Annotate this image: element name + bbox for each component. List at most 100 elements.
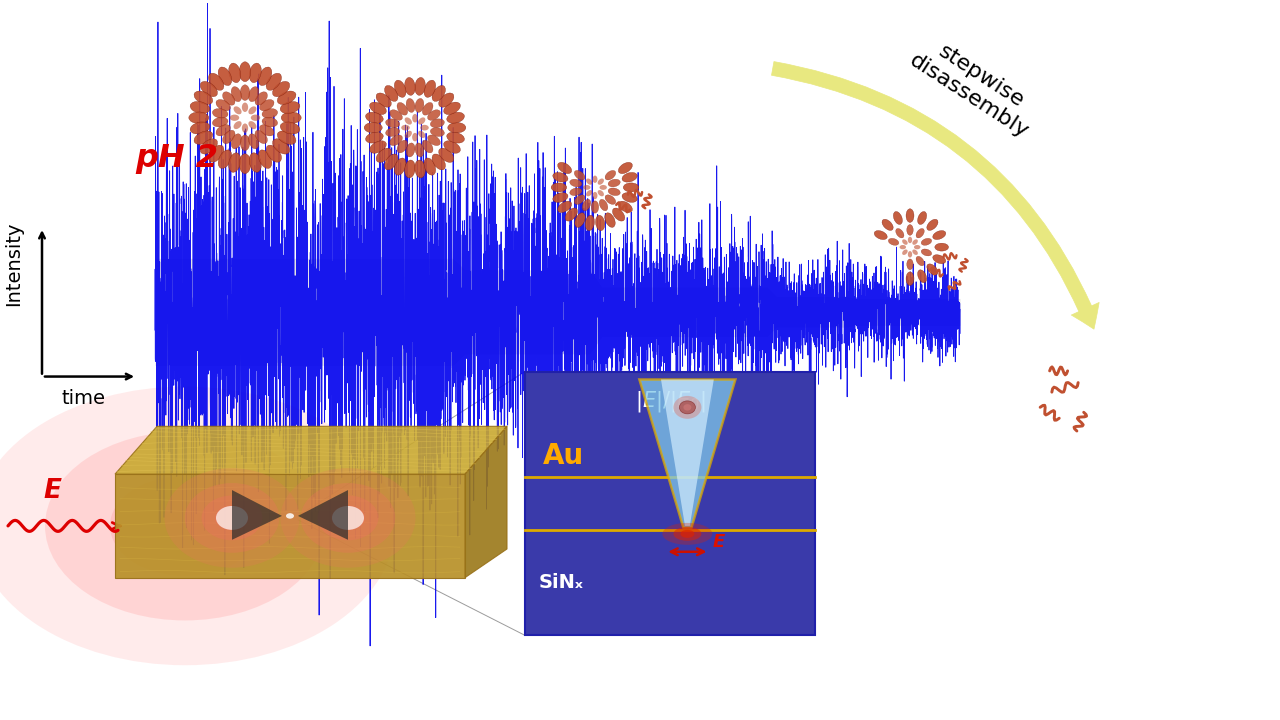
- Ellipse shape: [209, 73, 224, 90]
- Ellipse shape: [613, 208, 625, 221]
- Ellipse shape: [239, 154, 251, 174]
- Ellipse shape: [248, 86, 259, 102]
- Ellipse shape: [332, 505, 365, 531]
- Ellipse shape: [241, 85, 250, 101]
- Ellipse shape: [384, 154, 398, 170]
- Ellipse shape: [401, 125, 410, 130]
- Ellipse shape: [605, 171, 616, 180]
- FancyBboxPatch shape: [525, 372, 815, 635]
- Ellipse shape: [908, 237, 913, 243]
- Ellipse shape: [280, 122, 300, 134]
- Ellipse shape: [914, 245, 920, 249]
- Ellipse shape: [259, 67, 271, 86]
- Ellipse shape: [593, 192, 598, 199]
- Ellipse shape: [623, 183, 639, 192]
- Ellipse shape: [415, 78, 425, 95]
- Ellipse shape: [428, 135, 440, 145]
- Ellipse shape: [913, 239, 918, 245]
- Ellipse shape: [370, 141, 387, 153]
- Ellipse shape: [893, 212, 902, 225]
- Text: E: E: [44, 478, 61, 504]
- Ellipse shape: [419, 117, 425, 125]
- Text: Au: Au: [543, 442, 584, 470]
- Ellipse shape: [223, 130, 236, 144]
- Ellipse shape: [598, 190, 604, 197]
- Ellipse shape: [404, 78, 415, 95]
- Ellipse shape: [384, 86, 398, 102]
- Ellipse shape: [278, 131, 296, 145]
- Ellipse shape: [906, 225, 913, 235]
- Ellipse shape: [165, 468, 300, 567]
- Text: Intensity: Intensity: [5, 221, 23, 306]
- Ellipse shape: [229, 63, 241, 83]
- Ellipse shape: [916, 256, 924, 266]
- Ellipse shape: [593, 176, 598, 183]
- Ellipse shape: [280, 468, 416, 567]
- Ellipse shape: [248, 121, 256, 129]
- Ellipse shape: [412, 133, 417, 141]
- Ellipse shape: [922, 249, 932, 256]
- Ellipse shape: [278, 91, 296, 104]
- Ellipse shape: [280, 102, 300, 114]
- Ellipse shape: [618, 201, 632, 212]
- Ellipse shape: [212, 109, 228, 118]
- Ellipse shape: [422, 140, 433, 153]
- Ellipse shape: [259, 150, 271, 168]
- Ellipse shape: [906, 259, 913, 270]
- Ellipse shape: [216, 506, 248, 530]
- Ellipse shape: [404, 117, 412, 125]
- Ellipse shape: [262, 109, 278, 118]
- Ellipse shape: [229, 153, 241, 172]
- Ellipse shape: [189, 112, 209, 123]
- Ellipse shape: [896, 228, 904, 238]
- Ellipse shape: [406, 99, 415, 112]
- Ellipse shape: [260, 99, 274, 111]
- Ellipse shape: [430, 127, 444, 137]
- Ellipse shape: [239, 62, 251, 81]
- Ellipse shape: [251, 114, 260, 121]
- Ellipse shape: [376, 93, 392, 107]
- FancyArrowPatch shape: [772, 62, 1100, 329]
- Ellipse shape: [365, 122, 383, 133]
- Ellipse shape: [663, 523, 713, 545]
- Ellipse shape: [406, 143, 415, 157]
- Ellipse shape: [376, 148, 392, 163]
- Text: $|E|/|E_0|$: $|E|/|E_0|$: [635, 390, 705, 415]
- Ellipse shape: [242, 123, 248, 133]
- Ellipse shape: [888, 238, 899, 246]
- Ellipse shape: [202, 495, 262, 540]
- Ellipse shape: [599, 199, 608, 211]
- Ellipse shape: [608, 179, 621, 187]
- Ellipse shape: [273, 81, 289, 96]
- Ellipse shape: [389, 109, 402, 120]
- Ellipse shape: [439, 93, 454, 107]
- Ellipse shape: [439, 148, 454, 163]
- Ellipse shape: [902, 239, 908, 245]
- Ellipse shape: [412, 114, 417, 122]
- Ellipse shape: [575, 213, 585, 228]
- Text: stepwise
disassembly: stepwise disassembly: [905, 30, 1044, 142]
- Ellipse shape: [906, 272, 914, 286]
- Ellipse shape: [681, 530, 695, 538]
- Ellipse shape: [404, 160, 415, 178]
- Ellipse shape: [232, 86, 242, 102]
- Ellipse shape: [553, 193, 568, 202]
- Ellipse shape: [591, 201, 599, 213]
- Ellipse shape: [248, 134, 259, 149]
- Ellipse shape: [918, 212, 927, 225]
- Ellipse shape: [422, 102, 433, 115]
- Ellipse shape: [394, 80, 406, 97]
- Ellipse shape: [45, 431, 325, 621]
- Ellipse shape: [332, 506, 364, 530]
- Ellipse shape: [622, 193, 637, 202]
- Ellipse shape: [301, 483, 396, 553]
- Ellipse shape: [317, 495, 379, 540]
- Ellipse shape: [902, 249, 908, 255]
- Ellipse shape: [622, 173, 637, 182]
- Ellipse shape: [419, 131, 425, 138]
- Ellipse shape: [684, 404, 691, 410]
- Ellipse shape: [285, 513, 294, 518]
- Ellipse shape: [558, 162, 572, 174]
- Polygon shape: [465, 426, 507, 577]
- Text: E: E: [713, 533, 724, 551]
